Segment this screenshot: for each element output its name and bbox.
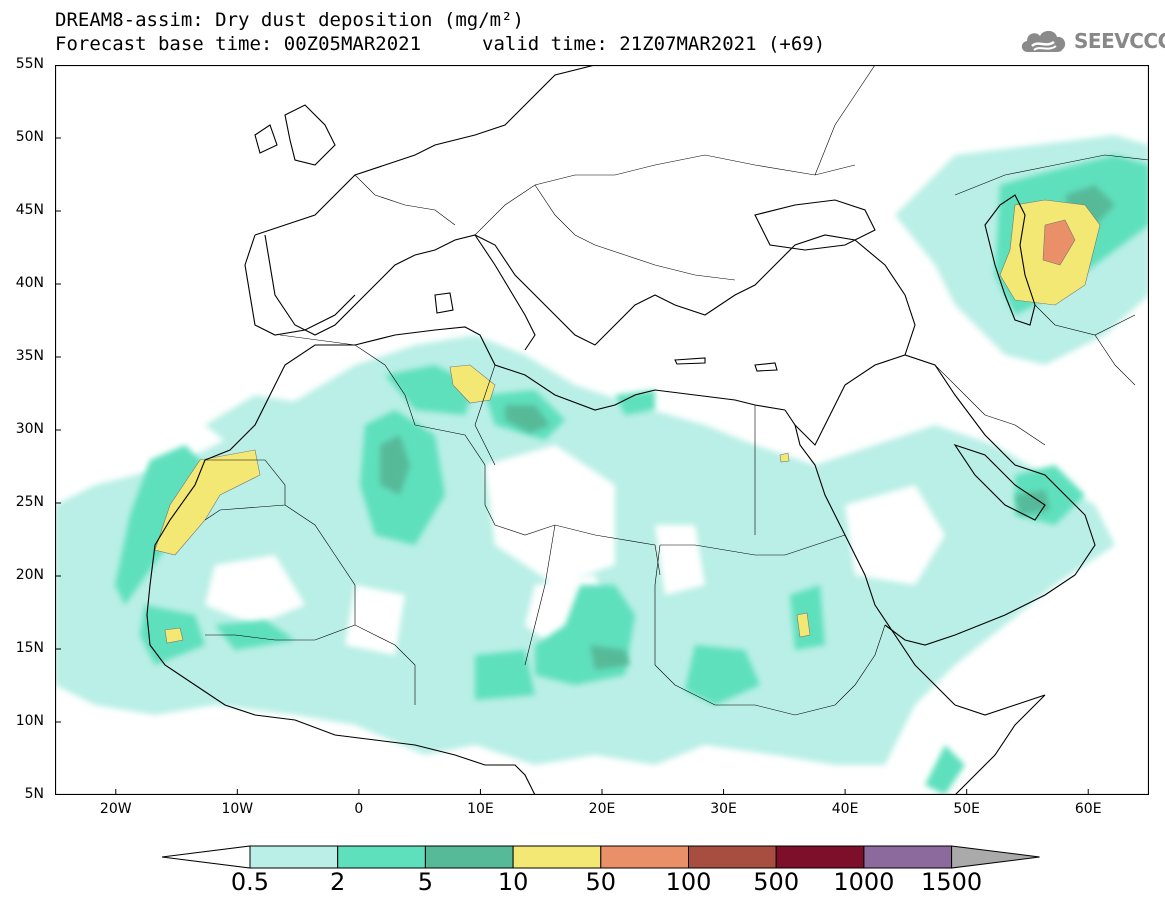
lon-tick-label: 30E xyxy=(710,801,737,817)
lon-tick-label: 50E xyxy=(953,801,980,817)
lat-tick-label: 50N xyxy=(15,129,44,145)
colorbar-over-triangle xyxy=(951,845,1040,869)
colorbar-label: 10 xyxy=(497,868,529,896)
lat-tick-label: 45N xyxy=(15,202,44,218)
colorbar-label: 100 xyxy=(665,868,712,896)
colorbar-box xyxy=(600,845,689,869)
lon-tick-label: 20W xyxy=(99,801,132,817)
lat-tick-label: 40N xyxy=(15,275,44,291)
deposition-layer-50 xyxy=(1042,219,1076,266)
lon-tick-label: 40E xyxy=(831,801,859,817)
lat-tick-label: 25N xyxy=(15,494,44,510)
deposition-layer-5 xyxy=(380,185,1115,670)
colorbar-label: 0.5 xyxy=(230,868,270,896)
colorbar-label: 50 xyxy=(585,868,617,896)
lon-tick-label: 0 xyxy=(354,801,364,817)
lon-tick-label: 10E xyxy=(467,801,494,817)
colorbar-box xyxy=(863,845,953,869)
dust-map xyxy=(55,65,1149,795)
colorbar-box xyxy=(337,845,426,869)
lat-tick-label: 15N xyxy=(15,640,44,656)
colorbar-box xyxy=(249,845,339,869)
valid-time: valid time: 21Z07MAR2021 (+69) xyxy=(482,33,826,55)
colorbar-label: 2 xyxy=(330,868,346,896)
colorbar-box xyxy=(512,845,602,869)
colorbar-box xyxy=(775,845,865,869)
lat-tick-label: 5N xyxy=(24,786,44,802)
colorbar-label: 1500 xyxy=(921,868,983,896)
lat-tick-label: 20N xyxy=(15,567,44,583)
colorbar-box xyxy=(688,845,777,869)
lat-tick-label: 35N xyxy=(15,348,44,364)
colorbar-label: 500 xyxy=(753,868,800,896)
coastlines xyxy=(146,65,1096,795)
lon-tick-label: 10W xyxy=(221,801,254,817)
lat-tick-label: 30N xyxy=(15,421,44,437)
colorbar-label: 1000 xyxy=(833,868,895,896)
logo: SEEVCCC xyxy=(1018,26,1165,56)
logo-text: SEEVCCC xyxy=(1074,29,1165,53)
country-borders xyxy=(204,65,1149,716)
forecast-base-time: Forecast base time: 00Z05MAR2021 xyxy=(55,33,422,55)
colorbar-label: 5 xyxy=(417,868,434,896)
colorbar-box xyxy=(424,845,514,869)
lon-tick-label: 20E xyxy=(588,801,616,817)
lon-tick-label: 60E xyxy=(1074,801,1102,817)
colorbar xyxy=(162,845,1040,869)
lat-tick-label: 55N xyxy=(15,56,44,72)
cloud-icon xyxy=(1021,30,1066,52)
map-title: DREAM8-assim: Dry dust deposition (mg/m²… xyxy=(55,9,524,31)
colorbar-under-triangle xyxy=(162,845,251,869)
lat-tick-label: 10N xyxy=(15,713,44,729)
